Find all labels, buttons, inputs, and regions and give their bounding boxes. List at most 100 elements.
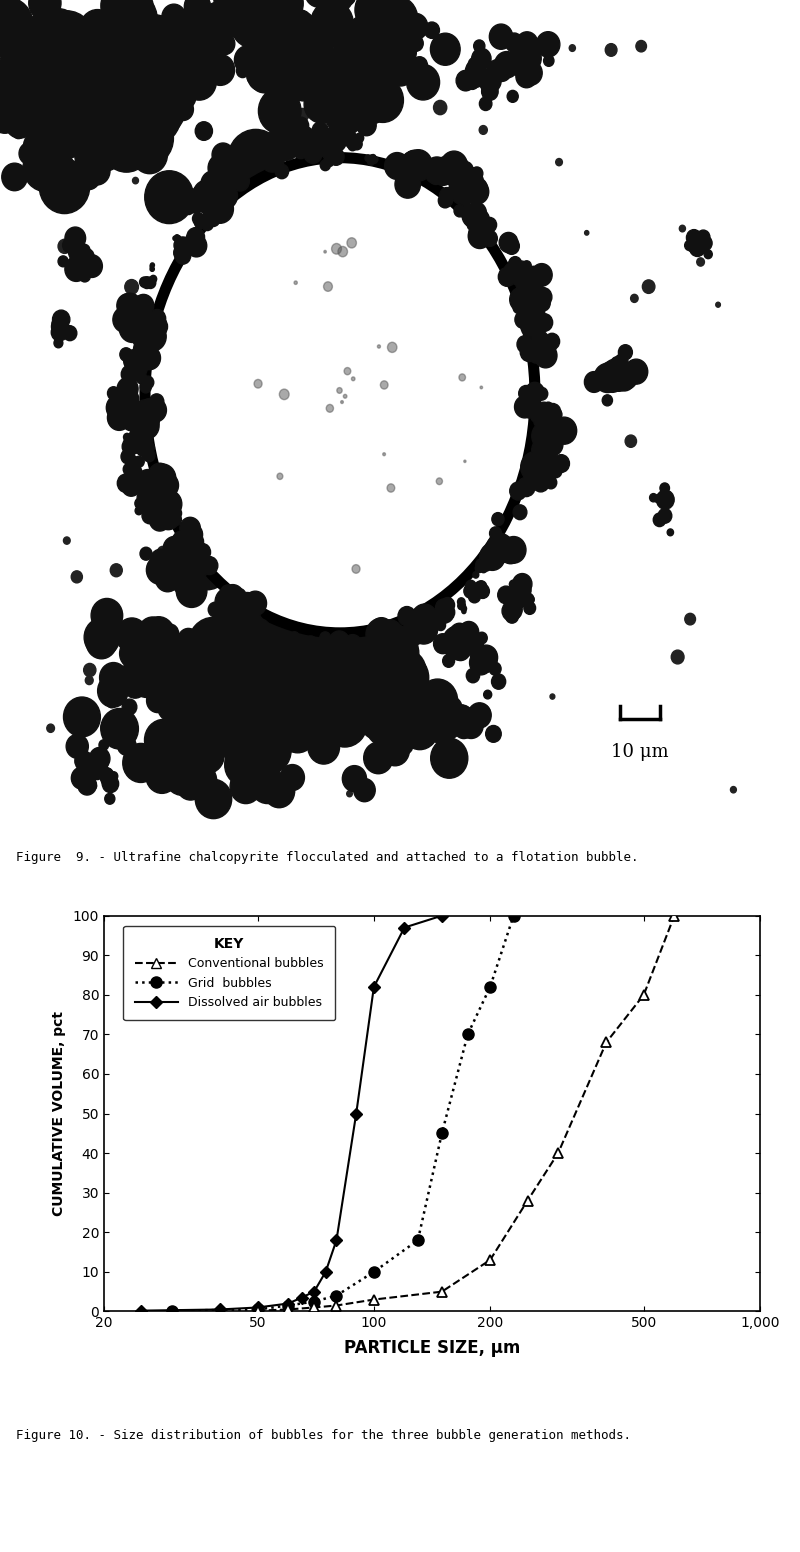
Circle shape [118, 67, 150, 102]
Circle shape [502, 601, 521, 621]
Circle shape [685, 241, 694, 250]
Circle shape [530, 349, 542, 363]
Circle shape [686, 230, 702, 245]
Circle shape [57, 84, 80, 110]
Circle shape [118, 12, 154, 51]
Circle shape [323, 88, 349, 116]
Circle shape [64, 166, 84, 188]
Circle shape [197, 636, 224, 666]
Circle shape [142, 337, 154, 348]
Circle shape [214, 33, 235, 54]
Circle shape [297, 109, 309, 121]
Circle shape [158, 478, 174, 495]
Circle shape [302, 624, 319, 643]
Circle shape [470, 206, 482, 220]
Circle shape [650, 494, 658, 501]
Circle shape [223, 618, 247, 644]
Circle shape [469, 210, 490, 231]
Circle shape [183, 563, 197, 577]
Circle shape [142, 652, 156, 667]
Circle shape [166, 22, 188, 45]
Circle shape [234, 680, 258, 705]
Circle shape [69, 242, 88, 262]
Circle shape [33, 143, 61, 172]
Circle shape [519, 65, 534, 81]
Circle shape [38, 109, 54, 124]
Circle shape [154, 51, 181, 79]
Circle shape [534, 425, 553, 444]
Circle shape [134, 329, 158, 354]
Circle shape [205, 200, 221, 217]
Circle shape [267, 9, 291, 36]
Circle shape [268, 126, 291, 151]
Circle shape [290, 551, 314, 576]
Circle shape [140, 48, 161, 70]
Circle shape [176, 770, 205, 801]
Circle shape [259, 0, 303, 26]
Circle shape [183, 539, 231, 590]
Circle shape [625, 435, 637, 447]
Circle shape [456, 171, 460, 174]
Circle shape [37, 22, 51, 36]
Circle shape [220, 593, 246, 621]
Circle shape [135, 318, 154, 338]
Circle shape [30, 40, 49, 61]
Circle shape [158, 546, 167, 557]
Circle shape [218, 197, 226, 206]
Circle shape [238, 593, 281, 639]
Circle shape [286, 126, 299, 141]
Circle shape [211, 182, 238, 210]
Circle shape [8, 50, 43, 88]
Circle shape [389, 23, 406, 42]
Circle shape [198, 554, 204, 560]
Circle shape [261, 670, 281, 692]
Circle shape [306, 591, 326, 613]
Circle shape [85, 133, 96, 146]
Circle shape [117, 377, 138, 400]
Circle shape [133, 177, 138, 183]
Circle shape [294, 140, 308, 154]
Circle shape [207, 213, 220, 227]
Circle shape [457, 169, 462, 175]
Circle shape [275, 59, 286, 70]
Circle shape [134, 430, 146, 441]
Circle shape [91, 599, 122, 633]
Circle shape [126, 404, 138, 416]
Circle shape [246, 615, 264, 633]
Circle shape [182, 683, 228, 733]
Circle shape [207, 200, 228, 222]
Circle shape [70, 116, 99, 149]
Circle shape [260, 28, 298, 68]
Circle shape [168, 757, 187, 779]
Circle shape [305, 698, 339, 736]
Circle shape [91, 81, 118, 109]
Circle shape [59, 326, 66, 332]
Circle shape [449, 165, 456, 172]
Circle shape [454, 161, 472, 182]
Circle shape [515, 51, 528, 65]
Circle shape [76, 82, 94, 101]
Circle shape [183, 39, 206, 62]
Circle shape [484, 691, 492, 698]
Circle shape [485, 256, 497, 270]
Circle shape [456, 171, 462, 177]
Circle shape [538, 341, 554, 360]
Circle shape [602, 362, 616, 377]
Circle shape [378, 345, 381, 348]
Circle shape [253, 714, 285, 750]
Circle shape [210, 196, 217, 203]
Circle shape [366, 0, 388, 25]
Circle shape [266, 40, 289, 65]
Circle shape [285, 26, 305, 48]
Circle shape [454, 168, 476, 192]
Circle shape [215, 613, 241, 639]
Circle shape [356, 28, 378, 51]
Circle shape [54, 338, 63, 348]
Circle shape [509, 599, 520, 610]
Circle shape [178, 29, 194, 47]
Circle shape [603, 359, 626, 385]
Circle shape [130, 25, 158, 56]
Circle shape [442, 168, 447, 172]
Circle shape [182, 64, 216, 101]
Circle shape [123, 376, 133, 386]
